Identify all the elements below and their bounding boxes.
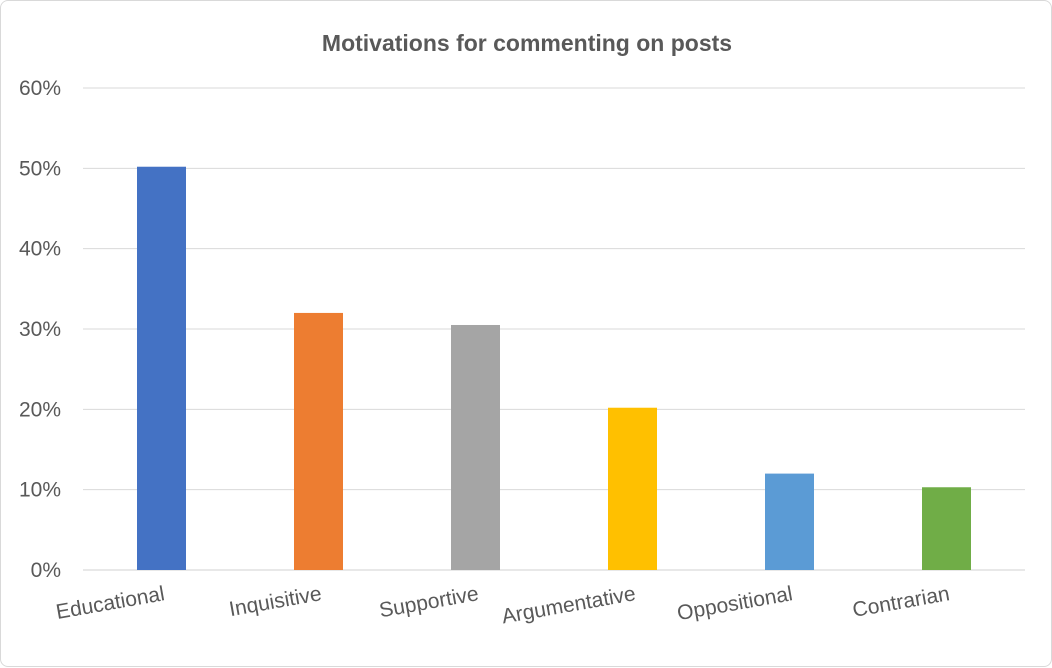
bars [137, 166, 971, 570]
y-tick-label: 30% [19, 318, 61, 341]
y-tick-label: 50% [19, 157, 61, 180]
x-tick-label: Supportive [377, 582, 480, 622]
x-axis-ticks: Educational Inquisitive Supportive Argument… [54, 582, 951, 628]
bar-educational [137, 166, 186, 570]
x-tick-label: Oppositional [675, 582, 794, 625]
bar-inquisitive [294, 312, 343, 570]
y-tick-label: 40% [19, 238, 61, 261]
y-tick-label: 60% [19, 77, 61, 100]
y-tick-label: 0% [31, 559, 61, 582]
x-tick-label: Educational [54, 582, 166, 624]
x-tick-label: Argumentative [500, 582, 637, 628]
bar-oppositional [765, 473, 814, 570]
bar-supportive [451, 324, 500, 570]
x-tick-label: Inquisitive [227, 582, 323, 621]
y-tick-label: 20% [19, 398, 61, 421]
y-axis-ticks: 0% 10% 20% 30% 40% 50% 60% [19, 77, 61, 582]
gridlines [83, 87, 1025, 571]
y-tick-label: 10% [19, 479, 61, 502]
bar-argumentative [608, 407, 657, 570]
bar-contrarian [922, 487, 971, 570]
x-tick-label: Contrarian [851, 582, 952, 622]
chart-title: Motivations for commenting on posts [322, 30, 732, 56]
